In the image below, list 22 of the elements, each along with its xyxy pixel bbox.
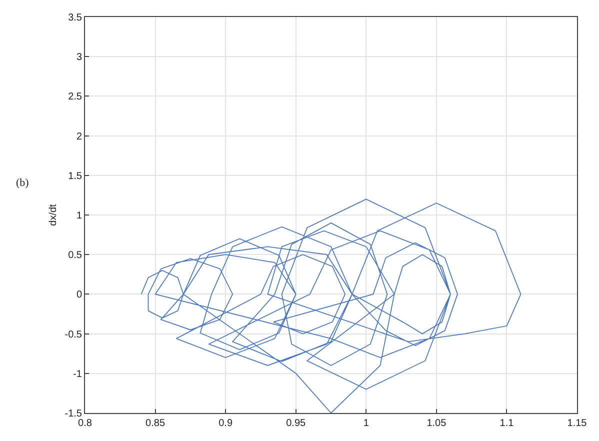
y-tick-label: -1.5 (64, 408, 82, 420)
x-tick-label: 0.85 (146, 418, 166, 429)
y-tick-label: 2 (76, 131, 82, 142)
y-tick-label: 1 (76, 210, 82, 222)
text: (b) (16, 177, 30, 189)
y-tick-label: 1.5 (68, 170, 82, 182)
x-tick-label: 1.1 (500, 418, 514, 429)
y-axis-title: dx/dt (48, 204, 59, 226)
y-tick-label: 3.5 (68, 12, 82, 24)
y-tick-label: 2.5 (68, 92, 82, 103)
x-tick-label: 1.15 (567, 418, 588, 429)
y-tick-label: -1 (73, 368, 82, 380)
x-tick-label: 0.8 (78, 418, 92, 429)
x-tick-label: 0.9 (218, 418, 233, 429)
x-tick-label: 1 (363, 418, 370, 429)
y-tick-label: 0.5 (68, 250, 82, 262)
line-series (140, 198, 522, 413)
x-tick-label: 0.95 (286, 418, 306, 429)
y-tick-label: -0.5 (64, 329, 82, 340)
y-tick-label: 0 (76, 290, 82, 301)
x-tick-label: 1.05 (426, 418, 447, 429)
y-tick-label: 3 (76, 52, 82, 64)
